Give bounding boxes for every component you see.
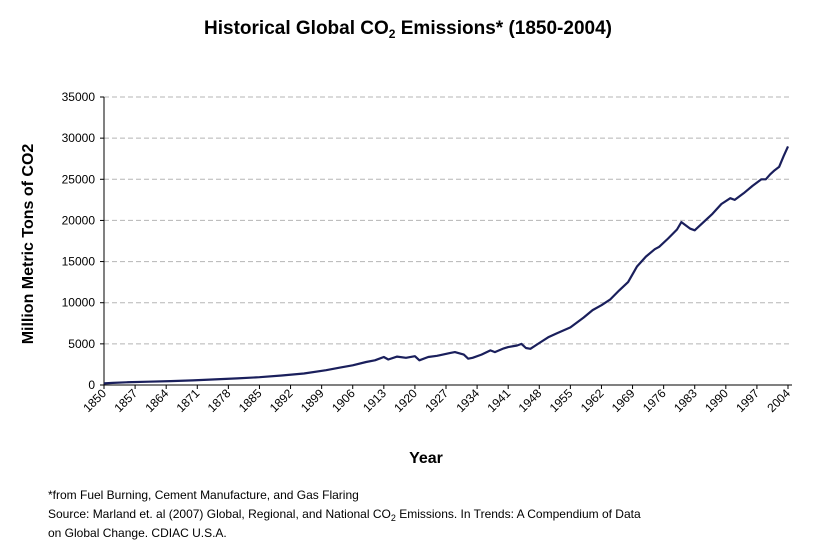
x-tick-label-1899: 1899	[298, 386, 327, 415]
footnote-line-3: on Global Change. CDIAC U.S.A.	[48, 526, 227, 540]
x-tick-label-1990: 1990	[702, 386, 731, 415]
source-subscript: 2	[390, 513, 396, 523]
y-tick-label-10000: 10000	[62, 296, 96, 310]
y-axis-label: Million Metric Tons of CO2	[20, 143, 37, 345]
gridlines	[104, 96, 792, 345]
x-tick-label-1983: 1983	[671, 386, 700, 415]
x-tick-label-1850: 1850	[80, 386, 109, 415]
y-tick-label-0: 0	[88, 378, 95, 392]
x-tick-label-1955: 1955	[547, 386, 576, 415]
title-text-rest: Emissions* (1850-2004)	[395, 18, 612, 39]
x-tick-label-1913: 1913	[360, 386, 389, 415]
x-tick-label-1878: 1878	[205, 386, 234, 415]
y-tick-label-35000: 35000	[62, 90, 96, 104]
x-tick-label-1871: 1871	[174, 386, 203, 415]
x-tick-label-1948: 1948	[516, 386, 545, 415]
footnote-line-2: Source: Marland et. al (2007) Global, Re…	[48, 505, 808, 524]
title-text: Historical Global CO	[204, 18, 389, 39]
title-subscript: 2	[388, 27, 396, 41]
y-tick-label-25000: 25000	[62, 172, 96, 186]
chart-title: Historical Global CO2 Emissions* (1850-2…	[0, 18, 816, 40]
x-tick-label-1864: 1864	[143, 386, 172, 415]
y-tick-label-20000: 20000	[62, 213, 96, 227]
x-tick-label-1906: 1906	[329, 386, 358, 415]
y-axis-ticks: 0 5000 10000 15000 20000 25000 30000 35000	[62, 90, 104, 392]
x-axis-ticks: 1850 1857 1864 1871 1878 1885 1892 1899 1906 1913…	[80, 385, 793, 415]
source-text: Source: Marland et. al (2007) Global, Re…	[48, 507, 391, 521]
y-tick-label-5000: 5000	[68, 337, 95, 351]
y-tick-label-15000: 15000	[62, 255, 96, 269]
x-tick-label-1969: 1969	[609, 386, 638, 415]
x-tick-label-1892: 1892	[267, 386, 296, 415]
x-tick-label-1934: 1934	[453, 386, 482, 415]
x-tick-label-1962: 1962	[578, 386, 607, 415]
x-tick-label-1997: 1997	[733, 386, 762, 415]
x-tick-label-2004: 2004	[764, 386, 793, 415]
x-tick-label-1927: 1927	[422, 386, 451, 415]
series-line-global-co2	[103, 145, 790, 385]
y-tick-label-30000: 30000	[62, 131, 96, 145]
x-tick-label-1885: 1885	[236, 386, 265, 415]
x-axis-label: Year	[409, 450, 443, 467]
x-tick-label-1920: 1920	[391, 386, 420, 415]
x-tick-label-1976: 1976	[640, 386, 669, 415]
x-tick-label-1941: 1941	[485, 386, 514, 415]
x-tick-label-1857: 1857	[111, 386, 140, 415]
footnote-line-1: *from Fuel Burning, Cement Manufacture, …	[48, 488, 359, 502]
footnote: *from Fuel Burning, Cement Manufacture, …	[48, 486, 808, 543]
source-text-rest: Emissions. In Trends: A Compendium of Da…	[395, 507, 641, 521]
